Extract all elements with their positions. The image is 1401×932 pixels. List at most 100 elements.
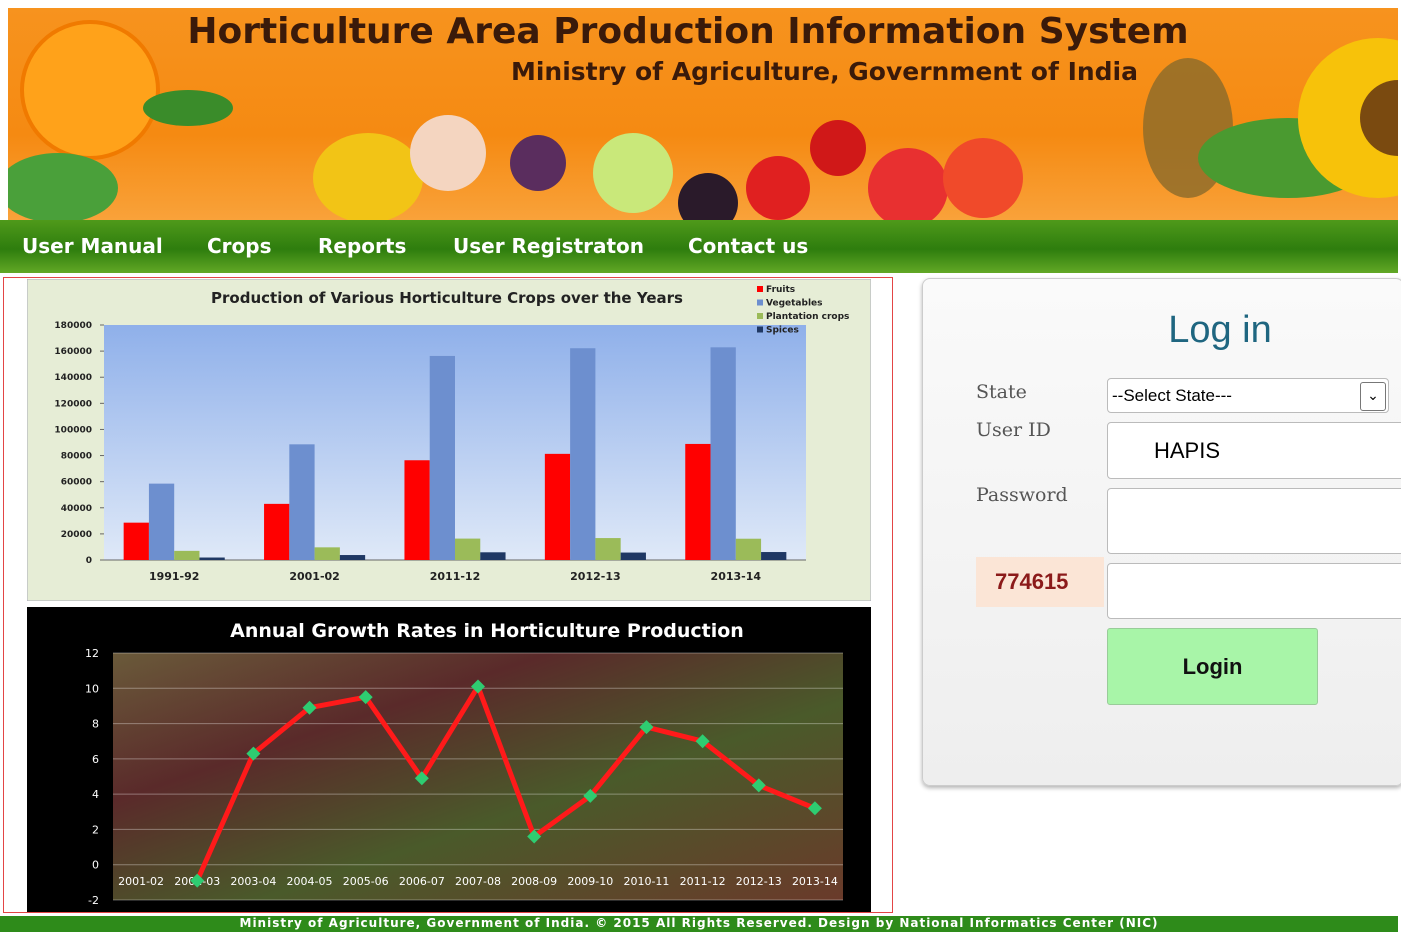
bar xyxy=(595,538,620,560)
y-tick-label: 20000 xyxy=(61,530,92,540)
captcha-input[interactable] xyxy=(1107,563,1401,619)
lime xyxy=(593,133,673,213)
bar xyxy=(199,558,224,560)
x-tick-label: 2010-11 xyxy=(623,875,669,888)
y-tick-label: 100000 xyxy=(54,425,92,435)
strawberry xyxy=(810,120,866,176)
chart-title: Production of Various Horticulture Crops… xyxy=(211,289,683,307)
login-panel: Log in State --Select State---⌄ User ID … xyxy=(922,278,1401,786)
x-tick-label: 1991-92 xyxy=(149,570,200,583)
y-tick-label: 40000 xyxy=(61,504,92,514)
legend-label: Vegetables xyxy=(766,299,823,309)
y-tick-label: 6 xyxy=(92,753,99,766)
userid-label: User ID xyxy=(976,419,1051,441)
state-label: State xyxy=(976,381,1027,403)
site-title: Horticulture Area Production Information… xyxy=(187,11,1188,52)
y-tick-label: 80000 xyxy=(61,452,92,462)
peach xyxy=(943,138,1023,218)
bar xyxy=(264,504,289,560)
legend-swatch xyxy=(757,300,763,306)
y-tick-label: 10 xyxy=(85,682,99,695)
x-tick-label: 2003-04 xyxy=(230,875,276,888)
y-tick-label: 4 xyxy=(92,788,99,801)
y-tick-label: 60000 xyxy=(61,478,92,488)
password-input[interactable] xyxy=(1107,488,1401,554)
fruit xyxy=(410,115,486,191)
x-tick-label: 2011-12 xyxy=(680,875,726,888)
legend-label: Plantation crops xyxy=(766,312,849,322)
userid-input[interactable]: HAPIS xyxy=(1107,422,1401,479)
bar xyxy=(340,555,365,560)
strawberry xyxy=(746,156,810,220)
bar xyxy=(685,444,710,560)
y-tick-label: 0 xyxy=(92,859,99,872)
y-tick-label: -2 xyxy=(88,894,99,907)
dropdown-arrow[interactable]: ⌄ xyxy=(1360,382,1386,411)
header-banner: Horticulture Area Production Information… xyxy=(8,8,1398,220)
grapes xyxy=(510,135,566,191)
nav-link[interactable]: Contact us xyxy=(688,234,808,258)
footer: Ministry of Agriculture, Government of I… xyxy=(0,916,1398,932)
nav-link[interactable]: User Manual xyxy=(22,234,163,258)
bar xyxy=(124,523,149,560)
state-select[interactable]: --Select State--- ⌄ xyxy=(1107,378,1389,413)
bar xyxy=(455,539,480,560)
line-chart: Annual Growth Rates in Horticulture Prod… xyxy=(27,607,871,912)
legend-swatch xyxy=(757,286,763,292)
bar xyxy=(545,454,570,560)
x-tick-label: 2004-05 xyxy=(287,875,333,888)
y-tick-label: 160000 xyxy=(54,347,92,357)
legend-label: Fruits xyxy=(766,285,795,295)
x-tick-label: 2013-14 xyxy=(711,570,762,583)
y-tick-label: 120000 xyxy=(54,399,92,409)
pineapple xyxy=(313,133,423,220)
bar xyxy=(570,348,595,560)
bar xyxy=(289,444,314,560)
legend-swatch xyxy=(757,313,763,319)
y-tick-label: 2 xyxy=(92,823,99,836)
x-tick-label: 2013-14 xyxy=(792,875,838,888)
bar xyxy=(174,551,199,560)
banner-art: Horticulture Area Production Information… xyxy=(8,8,1398,220)
y-tick-label: 140000 xyxy=(54,373,92,383)
berries xyxy=(678,173,738,220)
charts-panel: Production of Various Horticulture Crops… xyxy=(3,277,893,913)
y-tick-label: 0 xyxy=(86,556,92,566)
x-tick-label: 2012-13 xyxy=(736,875,782,888)
x-tick-label: 2001-02 xyxy=(118,875,164,888)
x-tick-label: 2006-07 xyxy=(399,875,445,888)
bar xyxy=(711,347,736,560)
x-tick-label: 2005-06 xyxy=(343,875,389,888)
login-title: Log in xyxy=(923,309,1401,352)
site-subtitle: Ministry of Agriculture, Government of I… xyxy=(511,57,1138,86)
password-label: Password xyxy=(976,484,1068,506)
leaf xyxy=(8,153,118,220)
bar xyxy=(149,484,174,560)
page: Horticulture Area Production Information… xyxy=(0,0,1401,932)
captcha: 774615 xyxy=(976,557,1104,607)
bar xyxy=(480,552,505,560)
x-tick-label: 2009-10 xyxy=(567,875,613,888)
nav-link[interactable]: Crops xyxy=(207,234,272,258)
x-tick-label: 2012-13 xyxy=(570,570,621,583)
x-tick-label: 2011-12 xyxy=(430,570,481,583)
state-option: --Select State--- xyxy=(1112,386,1232,405)
legend-swatch xyxy=(757,327,763,333)
chart-title: Annual Growth Rates in Horticulture Prod… xyxy=(230,620,744,642)
legend-label: Spices xyxy=(766,326,799,336)
y-tick-label: 12 xyxy=(85,647,99,660)
nav-link[interactable]: Reports xyxy=(318,234,406,258)
strawberry xyxy=(868,148,948,220)
y-tick-label: 8 xyxy=(92,718,99,731)
leaf xyxy=(143,90,233,126)
bar xyxy=(315,547,340,560)
nav-link[interactable]: User Registraton xyxy=(453,234,644,258)
bar xyxy=(404,460,429,560)
y-tick-label: 180000 xyxy=(54,321,92,331)
bar xyxy=(761,552,786,560)
bar xyxy=(736,539,761,560)
nav-bar: User Manual Crops Reports User Registrat… xyxy=(0,220,1398,273)
bar xyxy=(621,553,646,560)
bar xyxy=(430,356,455,560)
login-button[interactable]: Login xyxy=(1107,628,1318,705)
